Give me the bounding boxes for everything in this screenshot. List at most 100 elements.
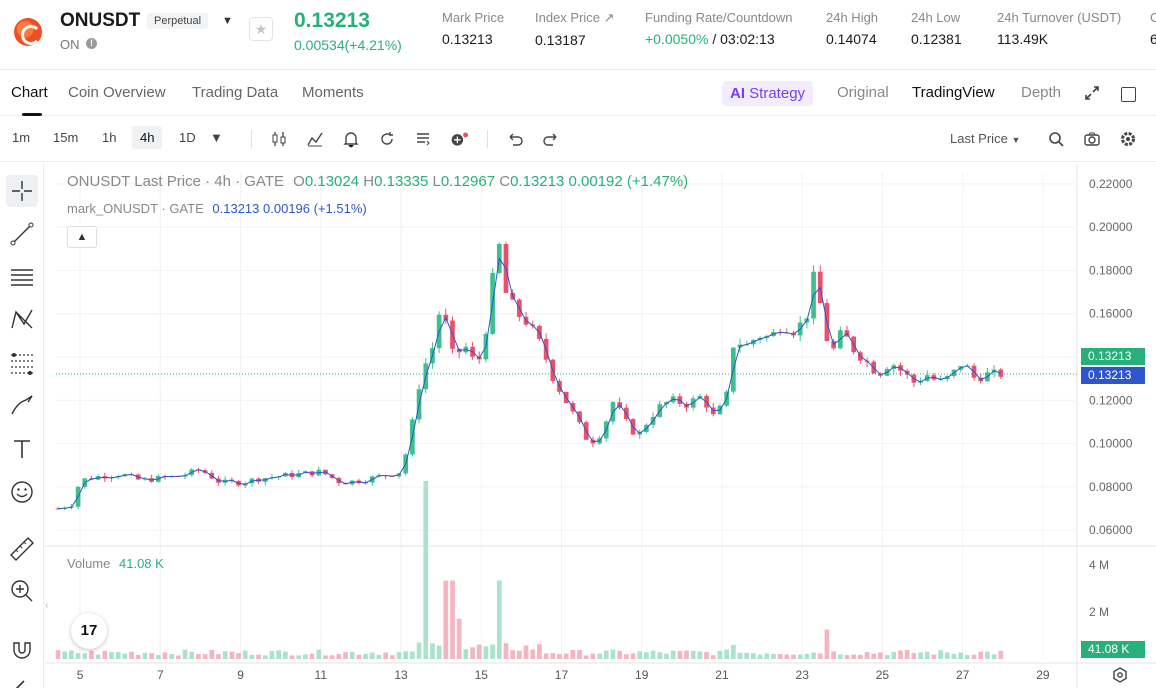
volume-bar [329,655,335,659]
tab-moments[interactable]: Moments [302,84,364,101]
stat-value: +0.0050% / 03:02:13 [645,31,792,47]
indicators-icon[interactable] [306,130,324,148]
add-indicator-icon[interactable] [450,130,468,148]
fullscreen-icon[interactable] [1084,85,1100,101]
volume-bar [403,651,409,659]
stat-index-price[interactable]: Index Price ↗ 0.13187 [535,10,615,48]
zoom-in-icon[interactable] [6,575,38,607]
volume-bar [135,654,141,659]
drawing-tools-panel [0,163,44,688]
volume-bar [858,654,863,659]
chart-mode-depth[interactable]: Depth [1021,84,1062,101]
volume-bar [222,651,228,659]
volume-bar [356,654,362,659]
volume-axis-label: 2 M [1089,605,1109,619]
view-tabs: Chart Coin Overview Trading Data Moments [0,70,1156,116]
text-tool-icon[interactable] [6,433,38,465]
screenshot-camera-icon[interactable] [1083,130,1101,148]
volume-bar [791,654,796,659]
volume-bar [443,580,449,659]
interval-4h[interactable]: 4h [132,126,163,149]
tab-coin-overview[interactable]: Coin Overview [68,84,166,101]
strategy-button[interactable]: AI Strategy [722,81,814,106]
trend-line-icon[interactable] [6,218,38,250]
chart-canvas[interactable]: 0.220000.200000.180000.160000.140000.120… [45,163,1156,688]
stat-24h-high: 24h High 0.14074 [826,10,878,47]
volume-bar [697,651,703,659]
tab-chart[interactable]: Chart [11,84,48,101]
volume-bar [530,649,536,659]
collapse-legend-button[interactable]: ▲ [67,226,97,248]
volume-bar [577,649,582,659]
volume-bar [537,644,542,659]
pattern-tool-icon[interactable] [6,304,38,336]
volume-bar [610,649,616,659]
volume-bar [624,654,629,659]
volume-bar [804,653,810,659]
magnet-icon[interactable] [6,633,38,665]
time-axis-label: 27 [956,668,970,682]
time-axis-label: 17 [555,668,569,682]
price-type-select[interactable]: Last Price ▼ [950,131,1020,146]
crosshair-icon[interactable] [6,175,38,207]
interval-1m[interactable]: 1m [12,130,31,145]
price-chart[interactable]: 0.220000.200000.180000.160000.140000.120… [45,163,1156,688]
horizontal-lines-icon[interactable] [6,261,38,293]
chart-mode-tradingview[interactable]: TradingView [912,84,995,101]
volume-bar [383,652,388,659]
volume-bar [583,655,589,659]
volume-bar [95,654,101,659]
interval-1d[interactable]: 1D [179,130,196,145]
volume-bar [316,649,322,659]
volume-bar [389,655,395,659]
favorite-star-button[interactable]: ★ [249,17,273,41]
volume-bar [510,650,516,659]
volume-bar [771,653,776,659]
stat-label: 24h Low [911,10,961,25]
fib-retracement-icon[interactable] [6,347,38,379]
brush-icon[interactable] [6,390,38,422]
volume-bar [817,653,823,659]
volume-bar [55,650,61,659]
alert-bell-icon[interactable] [342,130,360,148]
time-axis-label: 21 [715,668,729,682]
interval-1h[interactable]: 1h [102,130,117,145]
lock-drawing-icon[interactable] [6,671,38,688]
window-mode-icon[interactable] [1121,87,1136,102]
volume-bar [423,480,429,659]
stat-value: 0.13213 [442,31,493,47]
symbol-name[interactable]: ONUSDT [60,10,141,31]
interval-dropdown-icon[interactable]: ▼ [210,130,223,145]
emoji-icon[interactable] [6,476,38,508]
candle-type-icon[interactable] [270,130,288,148]
volume-bar [744,652,750,659]
scroll-left-icon[interactable]: ‹ [45,600,49,611]
volume-bar [965,655,970,659]
volume-bar [296,655,302,659]
ruler-icon[interactable] [6,533,38,565]
stat-label: Funding Rate/Countdown [645,10,793,25]
volume-bar [236,653,241,659]
gear-icon[interactable] [1119,130,1137,148]
stat-24h-turnover: 24h Turnover (USDT) 113.49K [997,10,1121,47]
info-icon[interactable]: ! [86,38,97,49]
replay-icon[interactable] [378,130,396,148]
volume-bar [182,649,188,659]
layout-icon[interactable] [414,130,432,148]
axis-settings-icon[interactable] [1111,666,1129,684]
ohlc-values: O0.13024 H0.13335 L0.12967 C0.13213 0.00… [293,173,689,190]
volume-bar [751,653,756,659]
volume-bar [991,654,997,659]
symbol-dropdown-icon[interactable]: ▼ [222,15,233,27]
price-type-value: Last Price [950,131,1008,146]
redo-icon[interactable] [542,130,560,148]
undo-icon[interactable] [506,130,524,148]
search-icon[interactable] [1047,130,1065,148]
volume-bar [189,651,195,659]
interval-15m[interactable]: 15m [53,130,79,145]
stat-label: Index Price ↗ [535,10,615,25]
volume-tag: 41.08 K [1081,641,1145,658]
volume-bar [269,651,275,659]
chart-mode-original[interactable]: Original [837,84,889,101]
tab-trading-data[interactable]: Trading Data [192,84,279,101]
